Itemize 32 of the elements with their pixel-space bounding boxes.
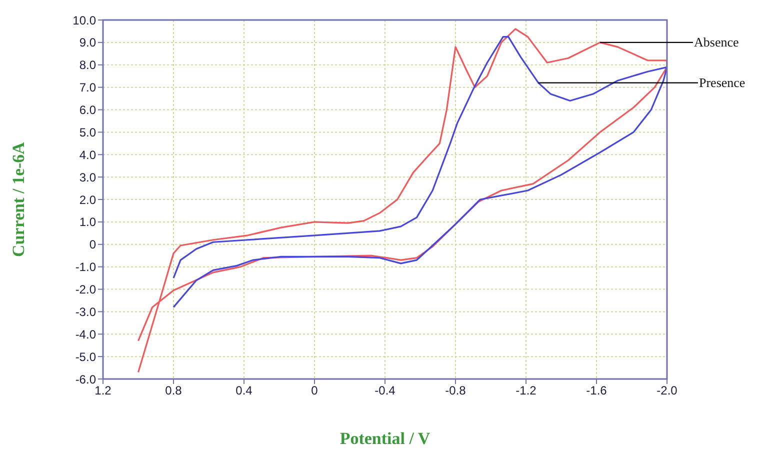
y-tick-label: -5.0 [75,350,96,364]
x-tick-label: -1.6 [586,384,608,398]
y-tick-label: 8.0 [79,58,96,72]
y-tick-label: -2.0 [75,282,96,297]
y-tick-label: -3.0 [75,304,96,319]
y-tick-label: 7.0 [79,80,96,95]
y-tick-label: 1.0 [79,215,96,230]
x-tick-label: -1.2 [516,384,537,398]
text: Presence [699,74,746,90]
y-tick-label: -4.0 [75,327,96,342]
x-tick-label: 0.4 [236,384,253,398]
x-tick-label: 1.2 [94,384,112,398]
x-tick-label: -0.8 [445,384,466,398]
y-tick-label: 4.0 [79,148,96,162]
y-tick-label: 5.0 [79,125,96,140]
x-tick-label: -0.4 [374,384,396,398]
y-axis-title: Current / 1e-6A [9,141,28,257]
y-tick-label: -1.0 [75,260,96,274]
y-tick-label: 0 [89,238,96,252]
x-axis-title: Potential / V [340,429,431,448]
y-tick-label: 9.0 [79,36,96,50]
y-tick-label: -6.0 [75,372,96,386]
y-tick-label: 6.0 [79,103,96,118]
x-tick-label: 0 [311,384,318,398]
x-tick-label: 0.8 [165,384,182,398]
y-tick-label: 2.0 [79,192,96,207]
text: Absence [694,34,739,50]
y-tick-label: 10.0 [72,13,96,28]
x-tick-label: -2.0 [656,384,678,398]
line-series [172,36,667,308]
y-tick-label: 3.0 [79,170,96,184]
line-series [137,28,667,374]
